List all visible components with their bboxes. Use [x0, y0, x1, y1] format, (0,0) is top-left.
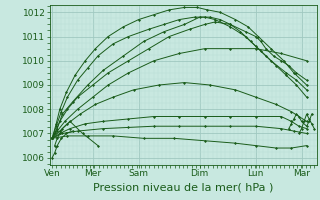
X-axis label: Pression niveau de la mer( hPa ): Pression niveau de la mer( hPa ): [93, 182, 273, 192]
